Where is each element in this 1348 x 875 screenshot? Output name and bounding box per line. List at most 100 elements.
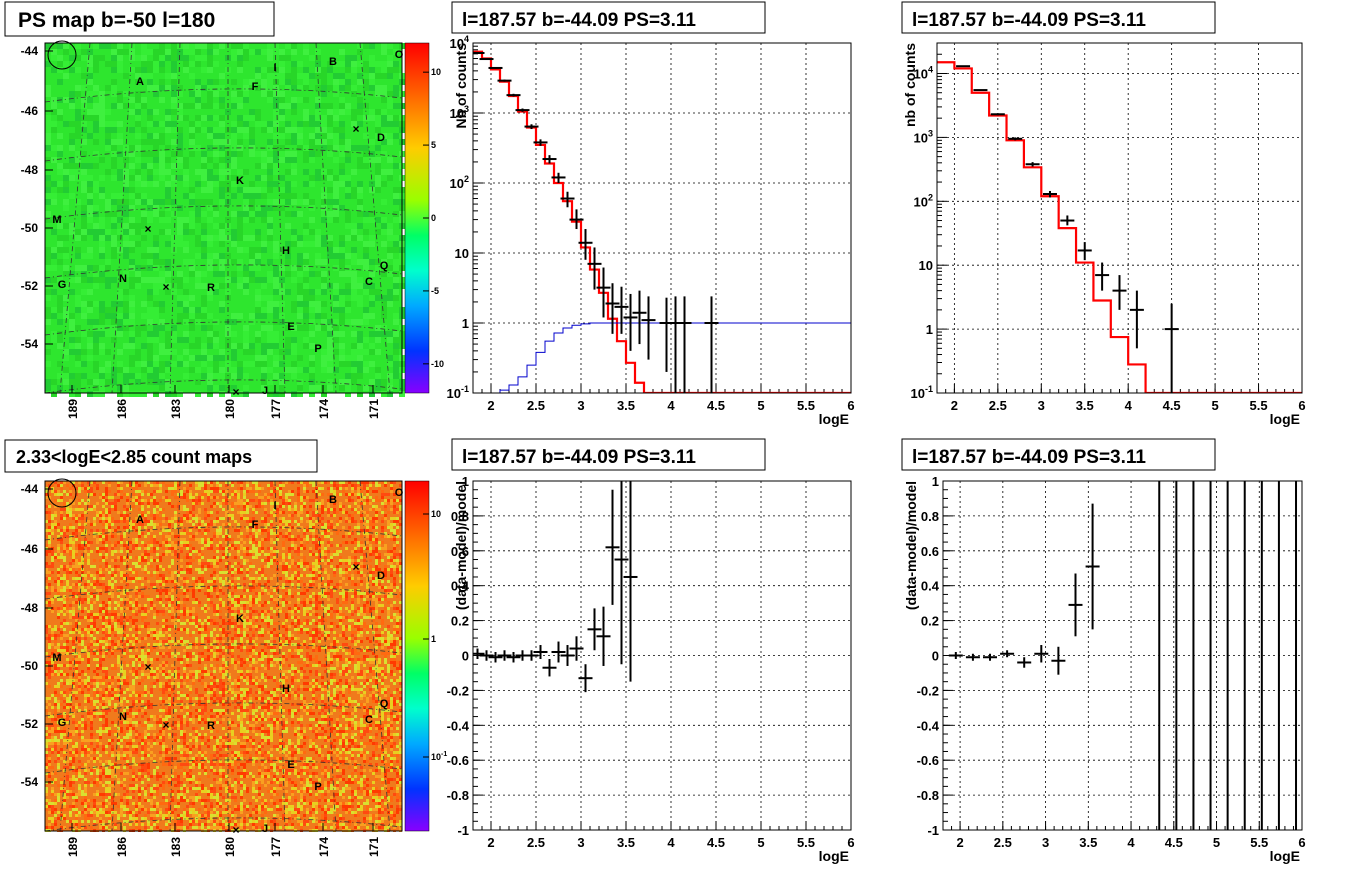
map-pixel: [201, 481, 204, 484]
map-pixel: [69, 493, 72, 496]
map-pixel: [126, 601, 129, 604]
map-pixel: [123, 199, 129, 205]
map-pixel: [369, 580, 372, 583]
map-pixel: [87, 301, 93, 307]
map-pixel: [303, 607, 306, 610]
map-pixel: [249, 133, 255, 139]
map-pixel: [312, 481, 315, 484]
map-pixel: [87, 484, 90, 487]
map-pixel: [147, 73, 153, 79]
map-pixel: [375, 169, 381, 175]
map-pixel: [189, 325, 195, 331]
map-pixel: [51, 514, 54, 517]
map-pixel: [153, 307, 159, 313]
map-pixel: [387, 586, 390, 589]
map-pixel: [306, 535, 309, 538]
map-pixel: [51, 313, 57, 319]
map-pixel: [162, 541, 165, 544]
map-pixel: [330, 520, 333, 523]
map-pixel: [279, 520, 282, 523]
map-pixel: [330, 595, 333, 598]
map-pixel: [267, 49, 273, 55]
map-pixel: [324, 571, 327, 574]
map-pixel: [108, 586, 111, 589]
map-pixel: [156, 511, 159, 514]
map-pixel: [171, 571, 174, 574]
map-pixel: [315, 109, 321, 115]
map-pixel: [48, 517, 51, 520]
map-pixel: [222, 580, 225, 583]
map-pixel: [93, 265, 99, 271]
map-pixel: [69, 139, 75, 145]
map-pixel: [333, 496, 336, 499]
map-pixel: [120, 577, 123, 580]
map-pixel: [309, 361, 315, 367]
map-pixel: [105, 85, 111, 91]
map-pixel: [72, 496, 75, 499]
map-pixel: [372, 598, 375, 601]
source-cross-marker: ×: [352, 122, 359, 136]
map-pixel: [381, 67, 387, 73]
map-pixel: [120, 490, 123, 493]
source-label: C: [365, 276, 373, 288]
map-pixel: [201, 229, 207, 235]
map-pixel: [99, 241, 105, 247]
map-pixel: [336, 523, 339, 526]
map-pixel: [345, 157, 351, 163]
map-pixel: [138, 508, 141, 511]
map-pixel: [363, 385, 369, 391]
map-pixel: [315, 586, 318, 589]
map-pixel: [45, 520, 48, 523]
map-pixel: [123, 271, 129, 277]
map-pixel: [273, 133, 279, 139]
map-pixel: [87, 583, 90, 586]
map-pixel: [129, 484, 132, 487]
map-pixel: [267, 559, 270, 562]
map-pixel: [108, 496, 111, 499]
map-pixel: [57, 79, 63, 85]
map-pixel: [240, 547, 243, 550]
map-pixel: [213, 205, 219, 211]
map-pixel: [270, 547, 273, 550]
map-pixel: [285, 538, 288, 541]
map-pixel: [189, 319, 195, 325]
map-pixel: [81, 517, 84, 520]
map-pixel: [321, 526, 324, 529]
map-pixel: [228, 538, 231, 541]
map-pixel: [132, 484, 135, 487]
map-pixel: [207, 541, 210, 544]
map-pixel: [300, 601, 303, 604]
map-pixel: [51, 601, 54, 604]
map-pixel: [96, 598, 99, 601]
map-pixel: [147, 277, 153, 283]
map-pixel: [189, 271, 195, 277]
map-pixel: [243, 115, 249, 121]
map-pixel: [117, 295, 123, 301]
map-pixel: [369, 331, 375, 337]
map-pixel: [282, 520, 285, 523]
map-pixel: [111, 610, 114, 613]
map-pixel: [387, 157, 393, 163]
map-pixel: [258, 544, 261, 547]
map-pixel: [291, 97, 297, 103]
map-pixel: [363, 253, 369, 259]
map-pixel: [207, 499, 210, 502]
map-pixel: [291, 193, 297, 199]
map-pixel: [360, 613, 363, 616]
map-pixel: [159, 217, 165, 223]
map-pixel: [243, 508, 246, 511]
map-pixel: [315, 496, 318, 499]
map-pixel: [267, 181, 273, 187]
map-pixel: [183, 541, 186, 544]
map-pixel: [126, 523, 129, 526]
map-pixel: [129, 523, 132, 526]
map-pixel: [174, 490, 177, 493]
map-pixel: [366, 547, 369, 550]
map-pixel: [240, 595, 243, 598]
map-pixel: [75, 553, 78, 556]
map-pixel: [186, 580, 189, 583]
map-pixel: [108, 481, 111, 484]
map-pixel: [246, 571, 249, 574]
map-pixel: [180, 610, 183, 613]
map-pixel: [99, 217, 105, 223]
